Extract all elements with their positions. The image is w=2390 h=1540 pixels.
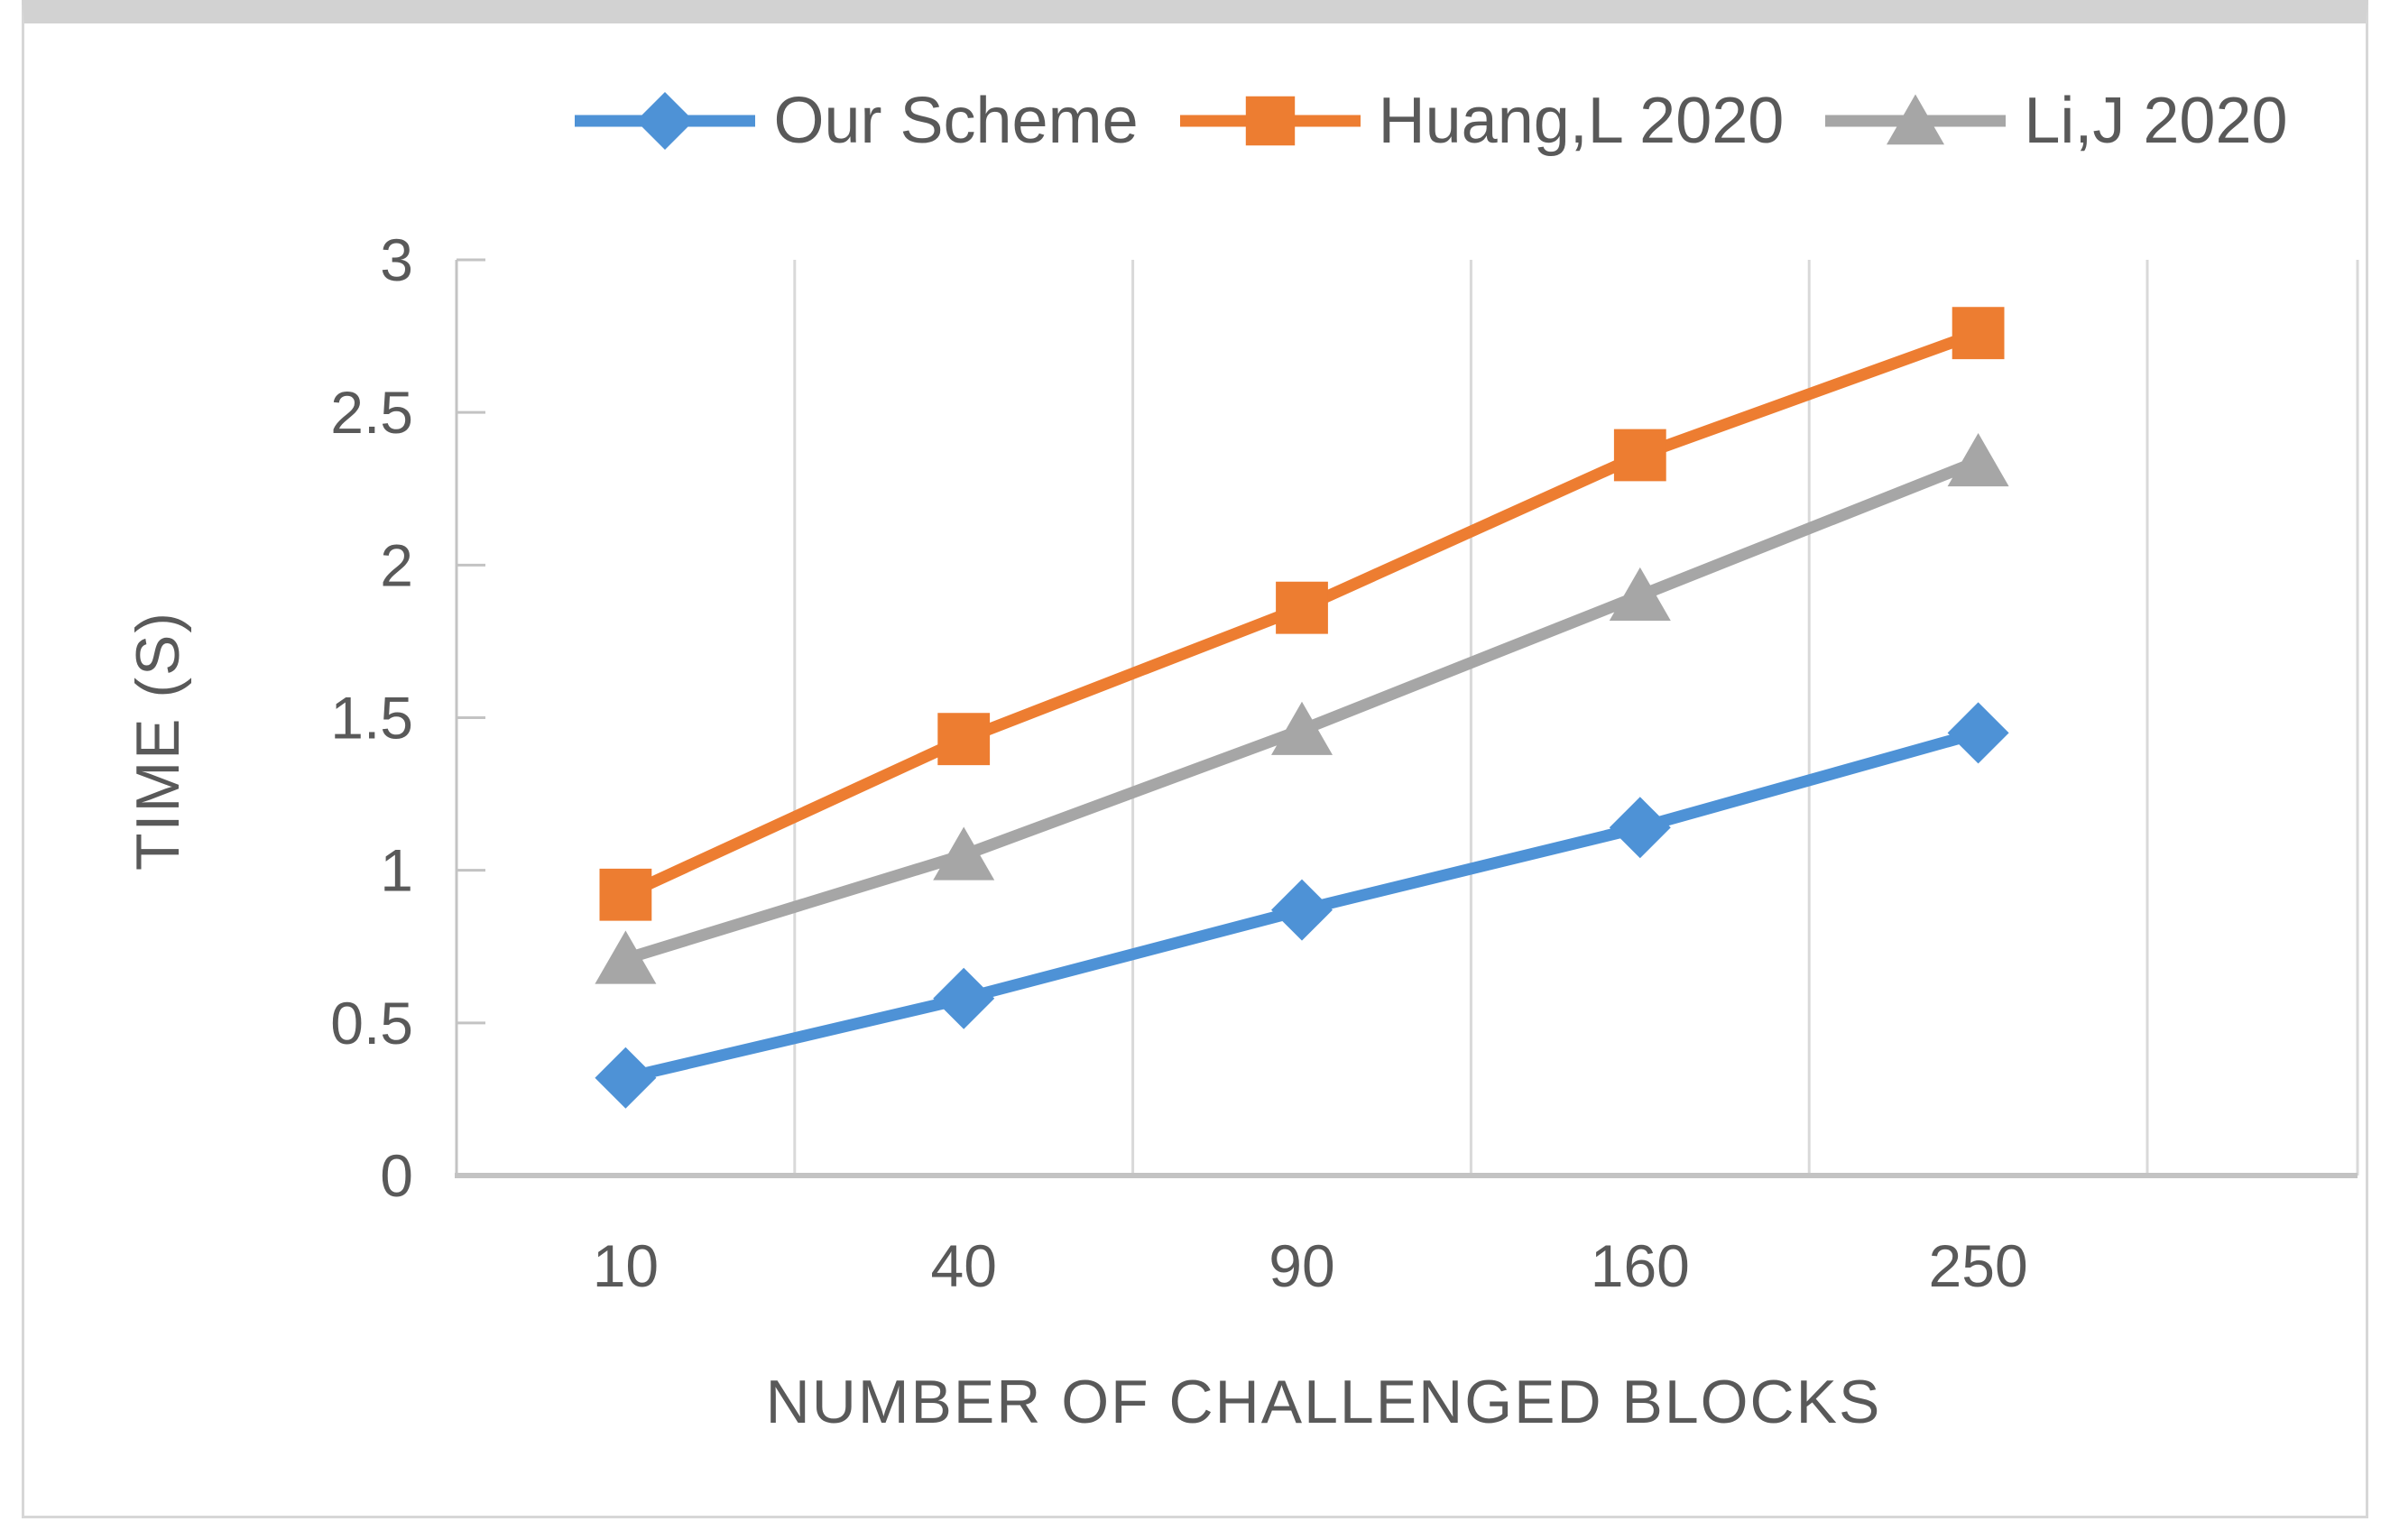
x-tick-label: 250	[1929, 1232, 2028, 1299]
data-point-square-marker	[937, 713, 991, 766]
legend-label: Huang,L 2020	[1378, 85, 1785, 157]
legend-item: Li,J 2020	[1825, 84, 2288, 158]
x-tick-label: 40	[930, 1232, 996, 1299]
diamond-legend-icon	[575, 92, 756, 150]
y-tick-label: 2	[380, 531, 413, 598]
legend-item: Huang,L 2020	[1179, 84, 1785, 158]
data-point-diamond-marker	[933, 967, 995, 1029]
y-tick-label: 0	[380, 1142, 413, 1209]
legend: Our Scheme Huang,L 2020 Li,J 2020	[481, 67, 2382, 175]
legend-label: Our Scheme	[773, 85, 1139, 157]
legend-item: Our Scheme	[575, 84, 1139, 158]
data-point-square-marker	[1952, 307, 2005, 360]
x-tick-label: 10	[593, 1232, 659, 1299]
data-point-square-marker	[599, 868, 652, 921]
x-tick-label: 90	[1269, 1232, 1334, 1299]
y-tick-label: 1.5	[330, 685, 413, 752]
data-point-triangle-marker	[1947, 433, 2009, 487]
data-point-diamond-marker	[1947, 702, 2009, 764]
data-point-diamond-marker	[595, 1047, 657, 1109]
data-point-diamond-marker	[1271, 879, 1333, 941]
data-point-triangle-marker	[933, 826, 995, 881]
triangle-legend-icon	[1825, 94, 2007, 145]
x-tick-label: 160	[1591, 1232, 1690, 1299]
data-point-diamond-marker	[1609, 797, 1671, 859]
data-point-square-marker	[1613, 429, 1666, 482]
data-point-triangle-marker	[1271, 701, 1333, 755]
data-point-square-marker	[1276, 581, 1328, 634]
data-point-triangle-marker	[1609, 567, 1671, 622]
y-tick-label: 3	[380, 226, 413, 293]
y-tick-label: 1	[380, 837, 413, 904]
y-tick-label: 0.5	[330, 990, 413, 1056]
x-axis-title: NUMBER OF CHALLENGED BLOCKS	[765, 1368, 1882, 1436]
data-point-triangle-marker	[595, 930, 657, 984]
square-legend-icon	[1179, 96, 1361, 146]
legend-label: Li,J 2020	[2024, 85, 2288, 157]
y-tick-label: 2.5	[330, 379, 413, 446]
